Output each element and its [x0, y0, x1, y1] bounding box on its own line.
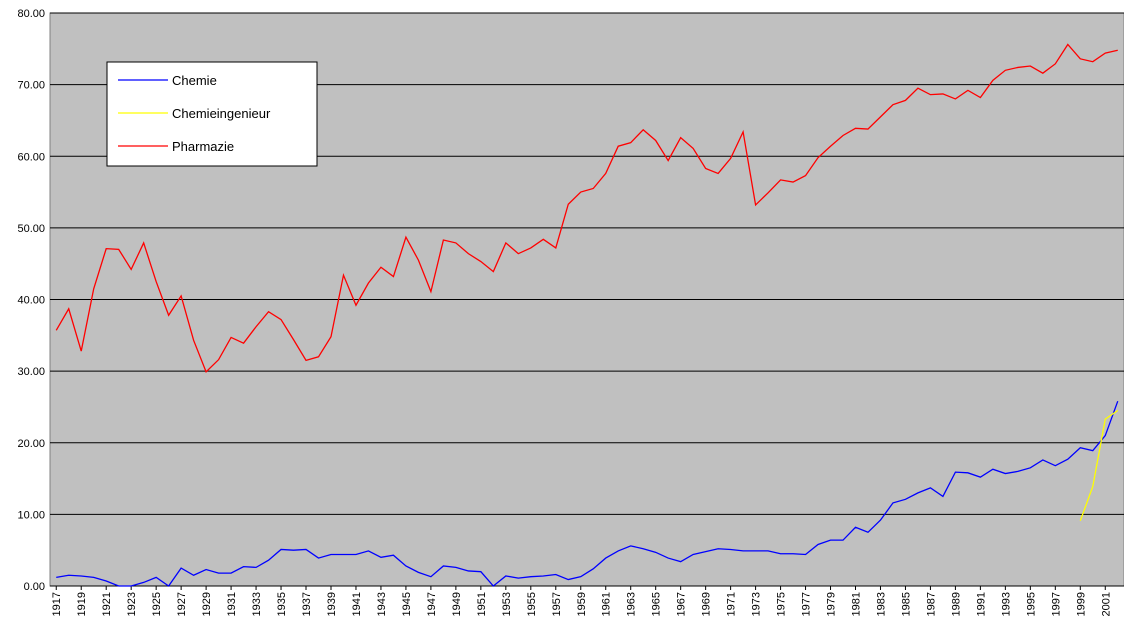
x-tick-label: 1945 — [401, 592, 413, 616]
x-tick-label: 1999 — [1075, 592, 1087, 616]
x-tick-label: 1993 — [1000, 592, 1012, 616]
x-tick-label: 1965 — [651, 592, 663, 616]
y-tick-label: 10.00 — [17, 509, 45, 521]
x-tick-label: 1983 — [875, 592, 887, 616]
x-tick-label: 1979 — [826, 592, 838, 616]
x-tick-label: 1959 — [576, 592, 588, 616]
x-tick-label: 1941 — [351, 592, 363, 616]
x-tick-label: 1971 — [726, 592, 738, 616]
x-tick-label: 1935 — [276, 592, 288, 616]
x-tick-label: 1927 — [176, 592, 188, 616]
x-tick-label: 1937 — [301, 592, 313, 616]
x-tick-label: 1963 — [626, 592, 638, 616]
y-tick-label: 30.00 — [17, 366, 45, 378]
y-tick-label: 0.00 — [24, 581, 45, 593]
x-tick-label: 1991 — [975, 592, 987, 616]
x-tick-label: 1947 — [426, 592, 438, 616]
x-tick-label: 1949 — [451, 592, 463, 616]
y-tick-label: 70.00 — [17, 80, 45, 92]
legend-label: Pharmazie — [172, 139, 234, 154]
x-tick-label: 1939 — [326, 592, 338, 616]
x-tick-label: 1953 — [501, 592, 513, 616]
x-tick-label: 1931 — [226, 592, 238, 616]
x-tick-label: 1997 — [1050, 592, 1062, 616]
x-tick-label: 1989 — [950, 592, 962, 616]
legend-label: Chemieingenieur — [172, 106, 271, 121]
x-tick-label: 1969 — [701, 592, 713, 616]
x-tick-label: 1955 — [526, 592, 538, 616]
x-tick-label: 1961 — [601, 592, 613, 616]
series-line — [1079, 409, 1119, 522]
x-tick-label: 1929 — [201, 592, 213, 616]
x-tick-label: 1925 — [151, 592, 163, 616]
x-tick-label: 1985 — [900, 592, 912, 616]
x-tick-label: 1951 — [476, 592, 488, 616]
x-tick-label: 1919 — [76, 592, 88, 616]
x-tick-label: 1995 — [1025, 592, 1037, 616]
x-tick-label: 1981 — [851, 592, 863, 616]
x-tick-label: 1957 — [551, 592, 563, 616]
x-tick-label: 2001 — [1100, 592, 1112, 616]
series-line — [56, 400, 1119, 587]
legend-box — [106, 61, 318, 167]
x-tick-label: 1923 — [126, 592, 138, 616]
x-tick-label: 1917 — [51, 592, 63, 616]
y-tick-label: 60.00 — [17, 151, 45, 163]
y-tick-label: 80.00 — [17, 8, 45, 20]
y-tick-label: 50.00 — [17, 223, 45, 235]
x-tick-label: 1973 — [751, 592, 763, 616]
x-tick-label: 1967 — [676, 592, 688, 616]
legend: Chemie Chemieingenieur Pharmazie — [106, 61, 318, 167]
x-tick-label: 1921 — [101, 592, 113, 616]
series-line — [55, 43, 1118, 373]
x-tick-label: 1943 — [376, 592, 388, 616]
x-tick-label: 1975 — [776, 592, 788, 616]
x-tick-label: 1933 — [251, 592, 263, 616]
x-tick-label: 1987 — [925, 592, 937, 616]
y-tick-label: 40.00 — [17, 295, 45, 307]
legend-label: Chemie — [172, 73, 217, 88]
y-tick-label: 20.00 — [17, 438, 45, 450]
x-tick-label: 1977 — [801, 592, 813, 616]
